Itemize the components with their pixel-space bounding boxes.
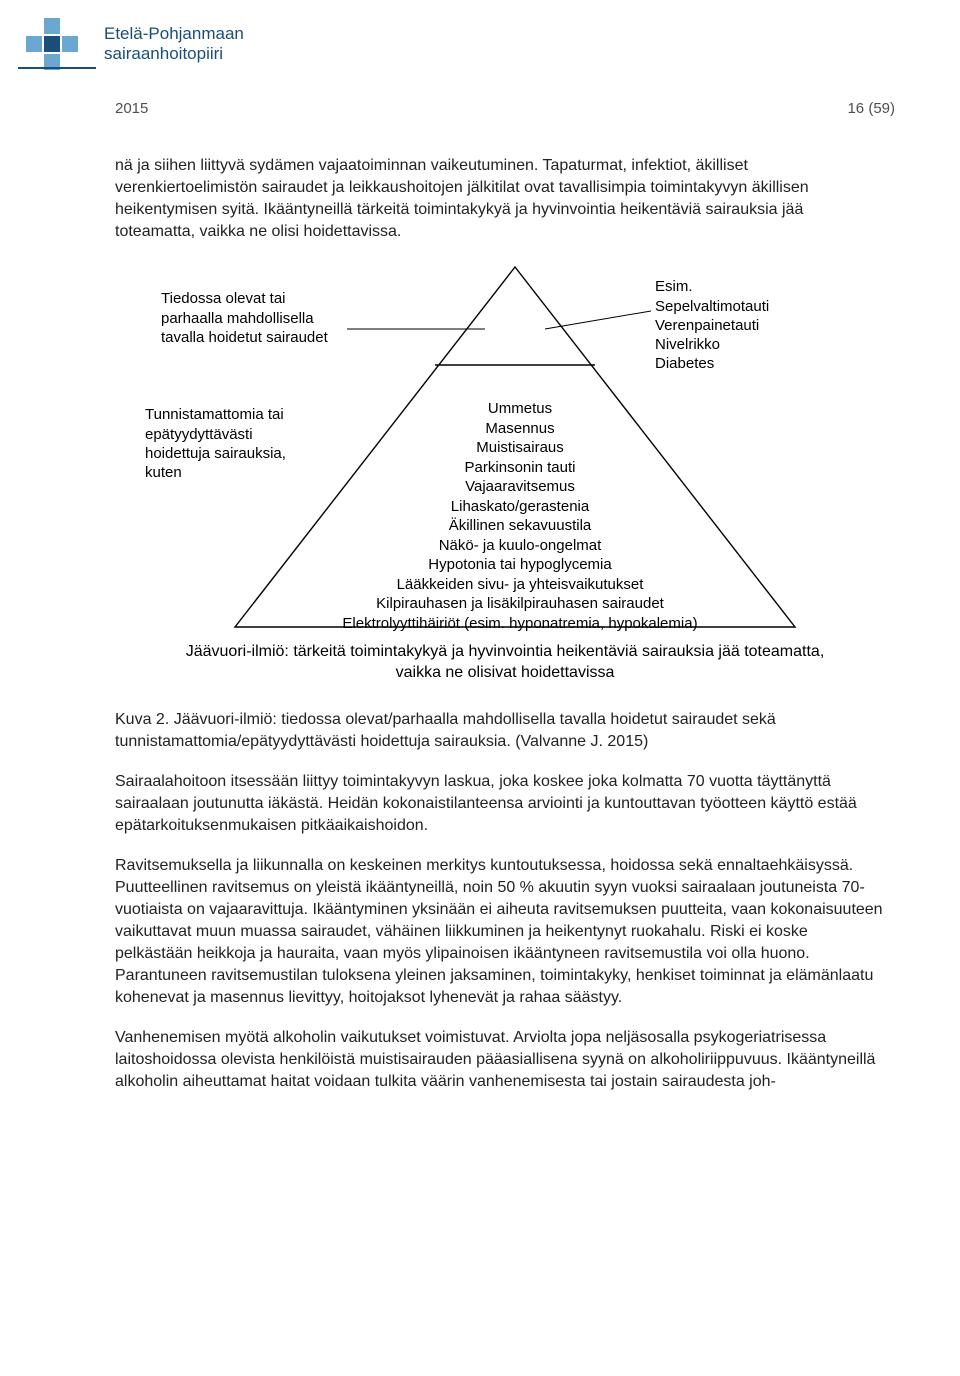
logo-text: Etelä-Pohjanmaan sairaanhoitopiiri: [104, 24, 244, 63]
base-item: Kilpirauhasen ja lisäkilpirauhasen saira…: [335, 594, 705, 614]
body-paragraph-2: Ravitsemuksella ja liikunnalla on keskei…: [115, 855, 885, 1010]
tip-right-heading: Esim.: [655, 277, 825, 296]
base-left-label: Tunnistamattomia tai epätyydyttävästi ho…: [145, 405, 305, 482]
base-item: Äkillinen sekavuustila: [335, 516, 705, 536]
tip-right-label: Esim. Sepelvaltimotauti Verenpainetauti …: [655, 277, 825, 373]
figure-caption: Kuva 2. Jäävuori-ilmiö: tiedossa olevat/…: [115, 709, 885, 752]
base-item: Hypotonia tai hypoglycemia: [335, 555, 705, 575]
base-item: Näkö- ja kuulo-ongelmat: [335, 536, 705, 556]
header-pagenum: 16 (59): [847, 100, 895, 117]
base-item: Parkinsonin tauti: [335, 458, 705, 478]
base-item: Masennus: [335, 419, 705, 439]
body-paragraph-1: Sairaalahoitoon itsessään liittyy toimin…: [115, 771, 885, 837]
tip-right-item: Verenpainetauti: [655, 316, 825, 335]
intro-paragraph: nä ja siihen liittyvä sydämen vajaatoimi…: [115, 155, 885, 243]
base-center-list: Ummetus Masennus Muistisairaus Parkinson…: [335, 399, 705, 633]
base-item: Ummetus: [335, 399, 705, 419]
header-year: 2015: [115, 100, 148, 117]
base-item: Lihaskato/gerastenia: [335, 497, 705, 517]
body-paragraph-3: Vanhenemisen myötä alkoholin vaikutukset…: [115, 1027, 885, 1093]
diagram-caption: Jäävuori-ilmiö: tärkeitä toimintakykyä j…: [185, 642, 825, 684]
base-item: Lääkkeiden sivu- ja yhteisvaikutukset: [335, 575, 705, 595]
iceberg-diagram: Tiedossa olevat tai parhaalla mahdollise…: [115, 259, 885, 699]
base-item: Vajaaravitsemus: [335, 477, 705, 497]
document-content: nä ja siihen liittyvä sydämen vajaatoimi…: [115, 155, 885, 1112]
page-header: 2015 16 (59): [115, 100, 895, 117]
base-item: Elektrolyyttihäiriöt (esim. hyponatremia…: [335, 614, 705, 634]
tip-right-item: Sepelvaltimotauti: [655, 297, 825, 316]
base-item: Muistisairaus: [335, 438, 705, 458]
logo-line1: Etelä-Pohjanmaan: [104, 24, 244, 44]
tip-right-item: Nivelrikko: [655, 335, 825, 354]
org-logo: Etelä-Pohjanmaan sairaanhoitopiiri: [18, 18, 244, 70]
logo-mark-icon: [18, 18, 96, 70]
logo-line2: sairaanhoitopiiri: [104, 44, 244, 64]
tip-right-item: Diabetes: [655, 354, 825, 373]
tip-left-label: Tiedossa olevat tai parhaalla mahdollise…: [161, 289, 351, 347]
